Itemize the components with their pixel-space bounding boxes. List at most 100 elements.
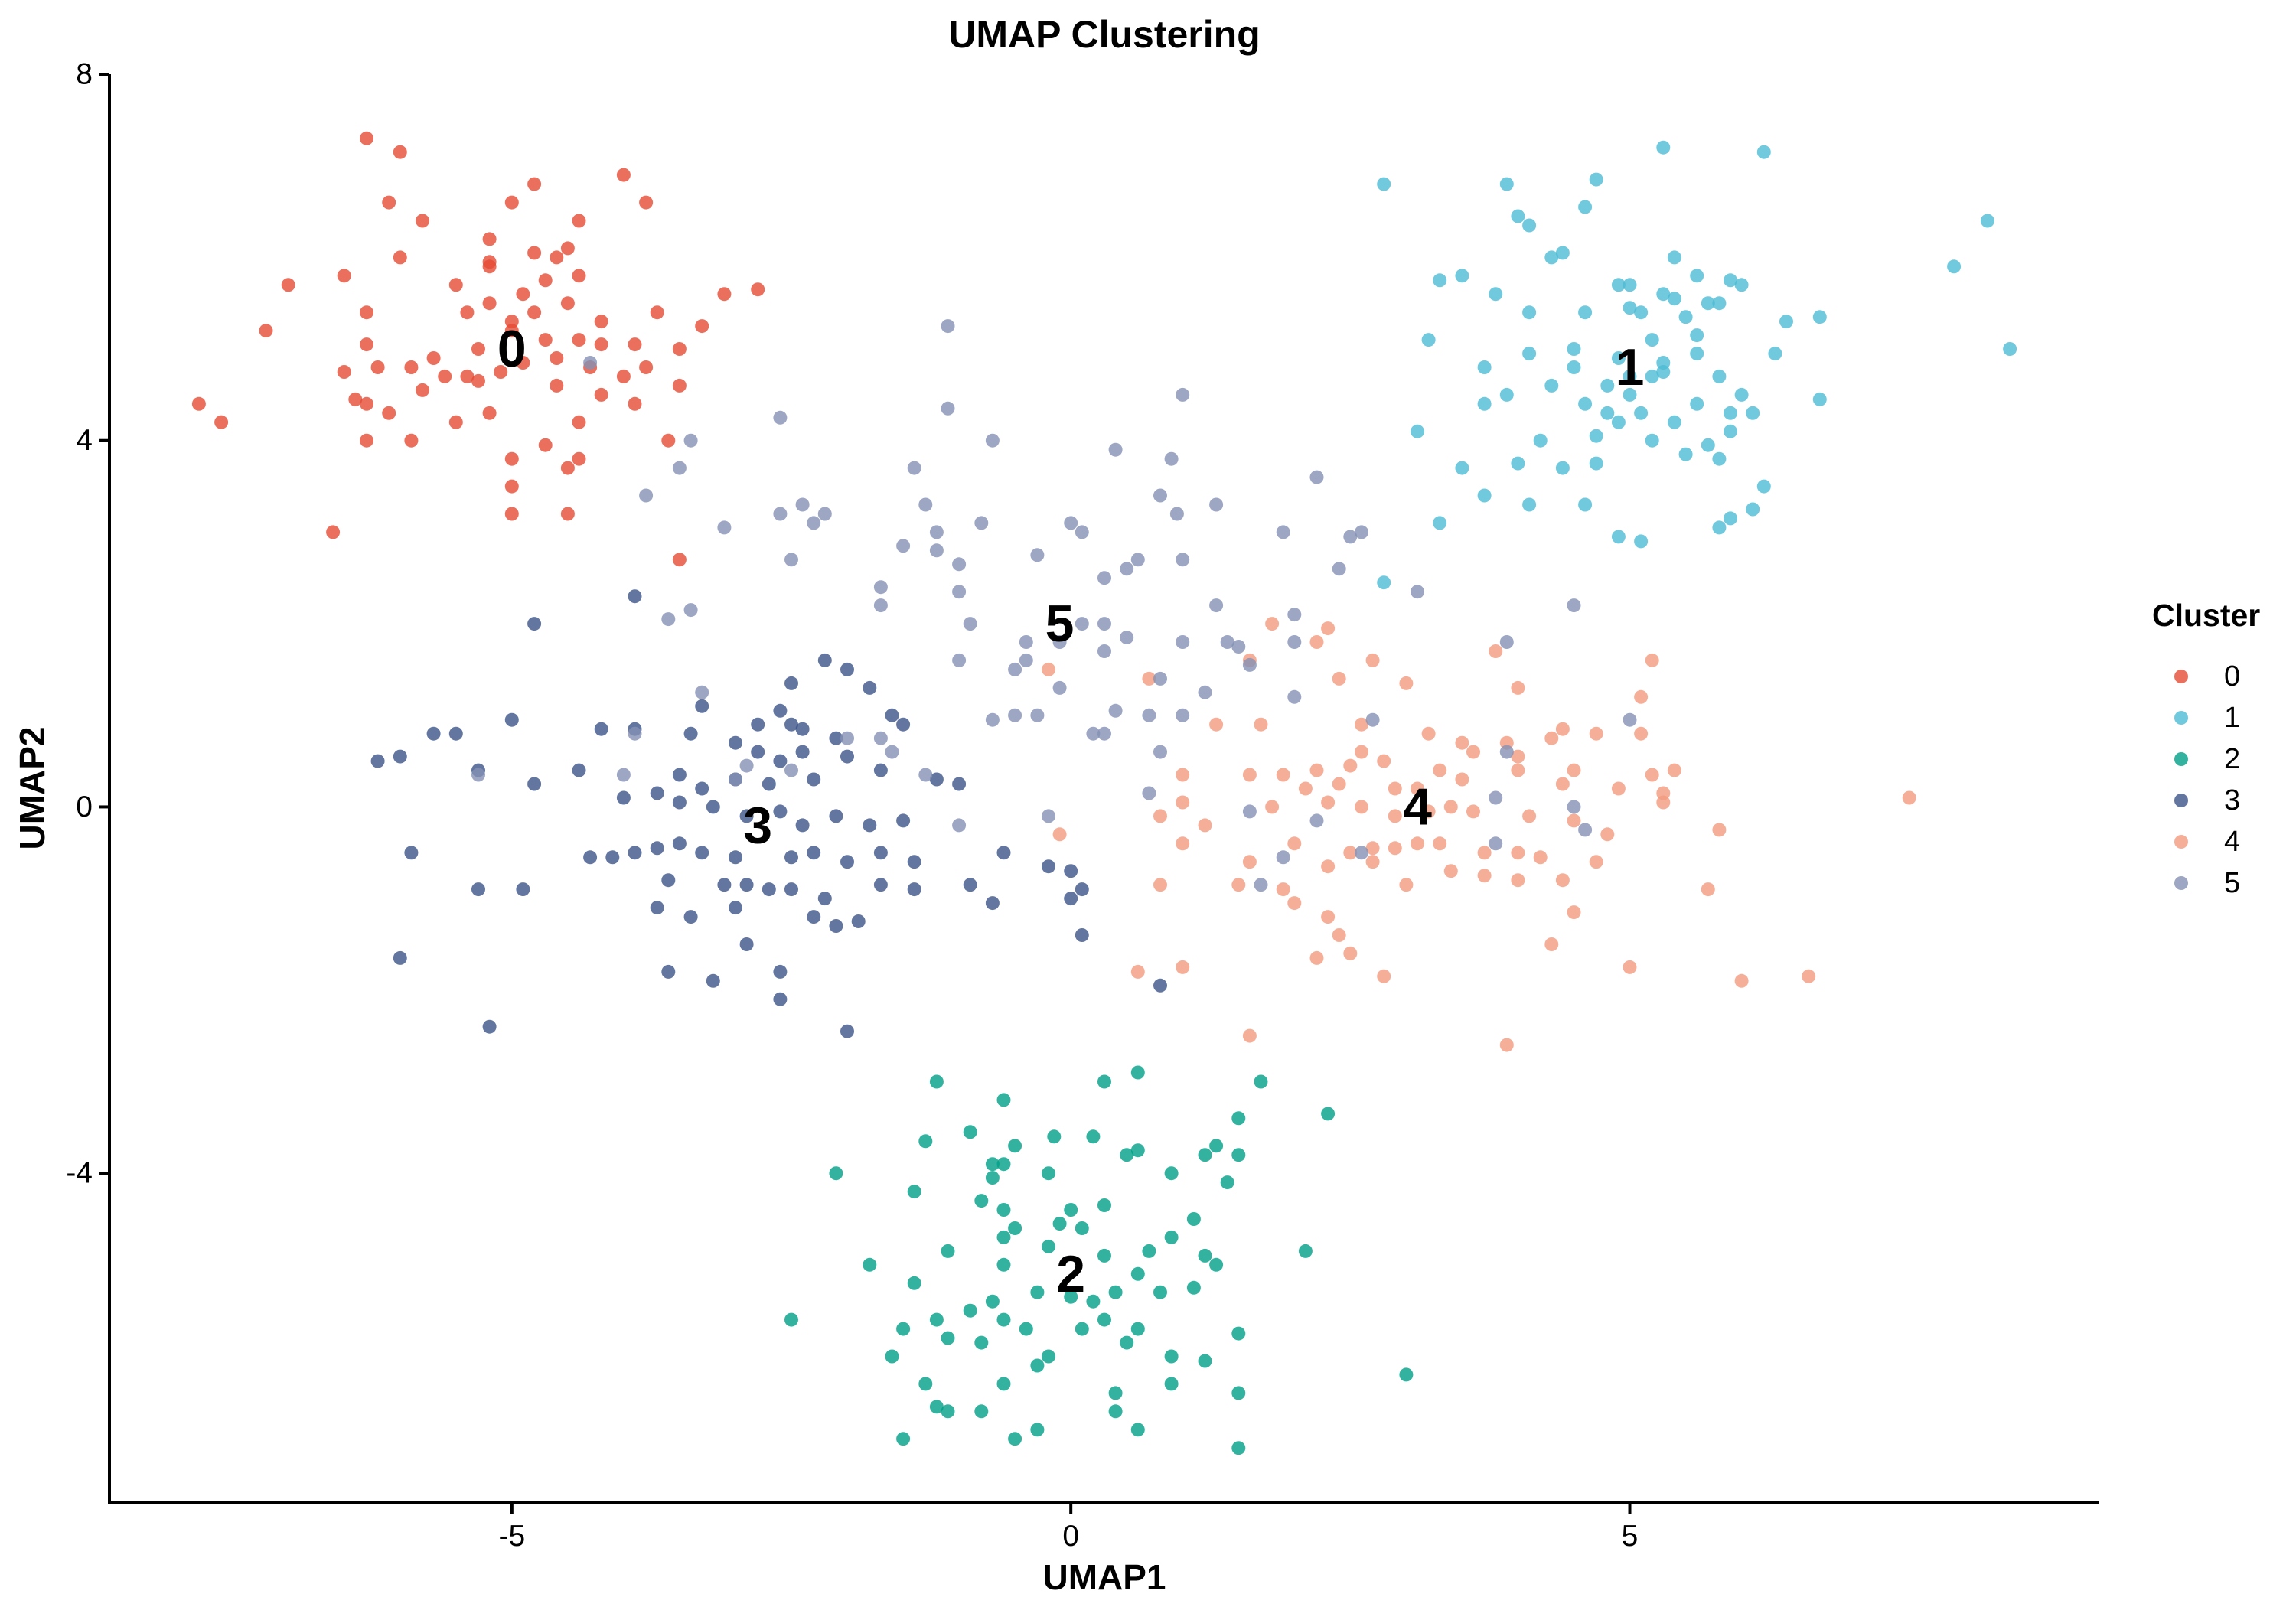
data-point (1355, 525, 1368, 539)
data-point (1623, 960, 1637, 974)
data-point (1008, 1221, 1022, 1235)
data-point (996, 846, 1011, 860)
data-point (337, 365, 351, 379)
data-point (873, 878, 888, 892)
data-point (504, 195, 519, 210)
data-point (1075, 525, 1089, 539)
x-tick-label: 0 (1062, 1520, 1079, 1553)
data-point (985, 1294, 1000, 1309)
data-point (1075, 1322, 1089, 1336)
data-point (1064, 864, 1078, 878)
data-point (1511, 846, 1525, 860)
data-point (1645, 433, 1659, 448)
data-point (1097, 644, 1111, 658)
data-point (1164, 1230, 1179, 1244)
data-point (550, 351, 564, 365)
data-point (482, 1019, 497, 1034)
data-point (1623, 278, 1637, 292)
data-point (1600, 406, 1615, 420)
data-point (448, 415, 463, 429)
data-point (683, 433, 698, 448)
y-tick-label: 4 (76, 424, 93, 457)
data-point (1231, 1386, 1246, 1400)
data-point (1634, 534, 1649, 549)
data-point (616, 369, 631, 383)
data-point (907, 1185, 921, 1199)
data-point (1209, 1139, 1224, 1153)
data-point (773, 964, 788, 979)
data-point (885, 1349, 899, 1364)
data-point (1332, 777, 1346, 791)
data-point (873, 580, 888, 595)
data-point (974, 1194, 989, 1208)
data-point (907, 882, 921, 897)
data-point (1634, 689, 1649, 704)
data-point (1678, 447, 1693, 461)
data-point (840, 731, 854, 745)
data-point (326, 525, 341, 539)
data-point (404, 433, 419, 448)
data-point (1309, 763, 1324, 777)
data-point (1008, 662, 1022, 676)
data-point (1768, 347, 1782, 360)
data-point (360, 337, 373, 352)
data-point (1980, 214, 1994, 228)
data-point (360, 396, 373, 411)
data-point (504, 451, 519, 466)
data-point (1522, 497, 1537, 512)
data-point (672, 795, 687, 810)
data-point (1499, 177, 1514, 191)
data-point (739, 878, 754, 892)
data-point (560, 296, 575, 311)
data-point (572, 269, 586, 283)
data-point (873, 731, 888, 745)
data-point (1355, 745, 1368, 759)
data-point (1332, 562, 1346, 576)
data-point (1365, 653, 1380, 667)
data-point (471, 373, 485, 388)
data-point (370, 360, 385, 374)
data-point (996, 1257, 1011, 1272)
data-point (605, 850, 620, 865)
y-tick-label: 8 (76, 58, 93, 91)
data-point (1153, 671, 1167, 686)
data-point (393, 145, 407, 159)
data-point (1086, 726, 1101, 741)
data-point (639, 488, 654, 503)
y-axis-label: UMAP2 (12, 726, 52, 849)
legend: Cluster 0 1 2 3 4 5 (2152, 598, 2260, 899)
data-point (817, 653, 832, 667)
data-point (482, 232, 497, 246)
data-point (863, 1257, 877, 1272)
data-point (560, 241, 575, 256)
data-point (1142, 671, 1156, 686)
data-point (963, 617, 977, 631)
data-point (952, 585, 967, 599)
data-point (672, 836, 687, 851)
data-point (1377, 969, 1391, 983)
data-point (1623, 301, 1637, 315)
data-point (1209, 598, 1224, 613)
data-point (661, 612, 676, 627)
data-point (929, 772, 944, 787)
data-point (1008, 708, 1022, 722)
data-point (1578, 497, 1593, 512)
data-point (1254, 717, 1268, 732)
data-point (1176, 635, 1190, 649)
data-point (583, 850, 598, 865)
data-point (1667, 292, 1681, 306)
data-point (1198, 818, 1212, 833)
data-point (1075, 928, 1089, 942)
data-point (1231, 1326, 1246, 1341)
data-point (1377, 575, 1391, 590)
data-point (929, 1400, 944, 1414)
data-point (1779, 315, 1793, 329)
data-point (1343, 758, 1358, 773)
data-point (1499, 1038, 1514, 1052)
data-point (1421, 726, 1436, 741)
data-point (482, 296, 497, 311)
data-point (672, 461, 687, 475)
data-point (1321, 795, 1336, 810)
data-point (1645, 369, 1659, 383)
data-point (1411, 424, 1424, 438)
